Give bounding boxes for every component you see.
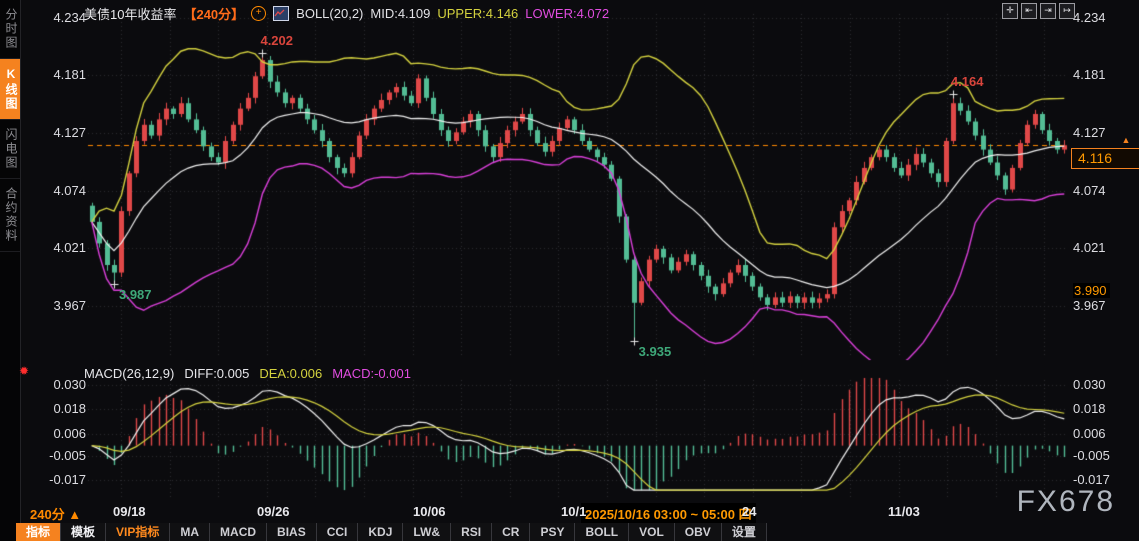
y-axis-label: 4.234	[1073, 10, 1106, 25]
toolbar-item-KDJ[interactable]: KDJ	[358, 523, 404, 541]
sidebar-chart-type: 分时图 K线图 闪电图 合约资料	[0, 0, 21, 541]
price-annotation-4.202: 4.202	[260, 32, 294, 48]
y-axis-label: 3.967	[53, 298, 86, 313]
period-selector[interactable]: 240分 ▲	[30, 507, 82, 522]
shift-left-button[interactable]: ⇤	[1021, 3, 1037, 19]
macd-name: MACD(26,12,9)	[84, 366, 175, 381]
toolbar-item-CCI[interactable]: CCI	[316, 523, 359, 541]
mini-chart-icon[interactable]	[273, 6, 290, 21]
x-tick-label: 09/26	[257, 504, 290, 519]
y-axis-label: 4.234	[53, 10, 86, 25]
y-axis-label: -0.017	[1073, 472, 1110, 487]
y-axis-label: 4.021	[1073, 239, 1106, 255]
bar-time-tooltip: 2025/10/16 03:00 ~ 05:00 四	[581, 503, 756, 524]
toolbar-item-指标[interactable]: 指标	[16, 523, 62, 541]
macd-diff-value: DIFF:0.005	[184, 366, 250, 381]
pan-tool-button[interactable]: ✛	[1002, 3, 1018, 19]
x-tick-label: 24	[742, 504, 757, 519]
y-axis-label: -0.005	[49, 447, 86, 463]
alert-icon[interactable]: ✹	[19, 364, 30, 378]
last-price-badge: 4.116	[1071, 147, 1139, 169]
sidebar-item-2[interactable]: 闪电图	[0, 120, 20, 179]
boll-upper-value: UPPER:4.146	[437, 6, 519, 21]
toolbar-item-设置[interactable]: 设置	[721, 523, 767, 541]
symbol-title: 美债10年收益率	[84, 7, 177, 22]
sidebar-item-1[interactable]: K线图	[0, 59, 20, 120]
toolbar-item-VIP指标[interactable]: VIP指标	[106, 523, 171, 541]
boll-label: BOLL(20,2)	[296, 6, 364, 21]
toolbar-item-OBV[interactable]: OBV	[674, 523, 722, 541]
shift-right-button[interactable]: ⇥	[1040, 3, 1056, 19]
y-axis-label: 0.030	[1073, 377, 1106, 392]
y-axis-label: 4.181	[1073, 67, 1106, 83]
y-axis-label: 4.181	[53, 67, 86, 83]
x-tick-label: 09/18	[113, 504, 146, 519]
watermark: FX678	[1016, 485, 1115, 518]
toolbar-item-CR[interactable]: CR	[492, 523, 531, 541]
sidebar-item-3[interactable]: 合约资料	[0, 179, 20, 252]
x-axis: 240分 ▲ 2025/10/16 03:00 ~ 05:00 四 09/18 0…	[0, 503, 1139, 524]
indicator-toolbar: 指标 模板 VIP指标 MA MACD BIAS CCI KDJ LW& RSI CR PSY BOLL…	[16, 523, 767, 541]
y-axis-label: 4.127	[1073, 125, 1106, 141]
toolbar-item-BIAS[interactable]: BIAS	[267, 523, 317, 541]
y-axis-label: 0.018	[53, 401, 86, 417]
sidebar-item-0[interactable]: 分时图	[0, 0, 20, 59]
y-axis-label: 4.074	[53, 182, 86, 198]
toolbar-item-RSI[interactable]: RSI	[451, 523, 493, 541]
y-axis-label: 4.074	[1073, 182, 1106, 198]
period-tag: 【240分】	[183, 7, 245, 22]
macd-dea-value: DEA:0.006	[259, 366, 323, 381]
macd-header: MACD(26,12,9) DIFF:0.005 DEA:0.006 MACD:…	[84, 366, 411, 381]
y-axis-label: -0.017	[49, 472, 86, 487]
x-tick-label: 10/06	[413, 504, 446, 519]
price-up-arrow-icon: ▲	[1121, 134, 1131, 145]
y-axis-label: 4.127	[53, 125, 86, 141]
y-axis-label: 0.006	[1073, 425, 1106, 441]
y-axis-label: -0.005	[1073, 447, 1110, 463]
x-tick-label: 11/03	[888, 504, 920, 519]
boll-mid-value: MID:4.109	[370, 6, 431, 21]
x-tick-label: 10/1	[561, 504, 587, 519]
price-annotation-3.987: 3.987	[118, 287, 152, 303]
y-axis-label: 0.006	[53, 425, 86, 441]
add-indicator-icon[interactable]: +	[251, 6, 267, 21]
prev-level-label: 3.990	[1073, 283, 1110, 299]
chart-tool-buttons: ✛ ⇤ ⇥ ↦	[1002, 3, 1075, 19]
price-annotation-3.935: 3.935	[638, 343, 672, 359]
price-annotation-4.164: 4.164	[950, 73, 984, 89]
toolbar-item-VOL[interactable]: VOL	[629, 523, 675, 541]
jump-latest-button[interactable]: ↦	[1059, 3, 1075, 19]
chart-header: 美债10年收益率 【240分】 + BOLL(20,2) MID:4.109 U…	[84, 4, 609, 23]
macd-macd-value: MACD:-0.001	[332, 366, 411, 381]
toolbar-item-MACD[interactable]: MACD	[210, 523, 268, 541]
toolbar-item-LW&[interactable]: LW&	[403, 523, 452, 541]
boll-lower-value: LOWER:4.072	[525, 6, 610, 21]
y-axis-label: 3.967	[1073, 298, 1106, 313]
y-axis-label: 0.030	[53, 377, 86, 392]
toolbar-item-MA[interactable]: MA	[170, 523, 211, 541]
toolbar-item-BOLL[interactable]: BOLL	[575, 523, 630, 541]
y-axis-label: 4.021	[53, 239, 86, 255]
toolbar-item-PSY[interactable]: PSY	[530, 523, 576, 541]
toolbar-item-模板[interactable]: 模板	[61, 523, 107, 541]
y-axis-label: 0.018	[1073, 401, 1106, 417]
